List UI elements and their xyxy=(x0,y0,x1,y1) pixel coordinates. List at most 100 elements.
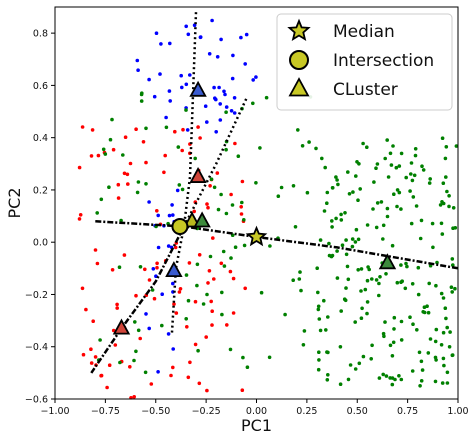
data-point xyxy=(229,256,233,260)
data-point xyxy=(166,332,171,336)
data-point xyxy=(409,172,413,176)
data-point xyxy=(418,384,422,388)
data-point xyxy=(239,35,243,40)
data-point xyxy=(365,300,370,304)
data-point xyxy=(393,377,397,382)
data-point xyxy=(209,177,214,181)
data-point xyxy=(375,201,380,205)
data-point xyxy=(115,306,119,310)
data-point xyxy=(435,260,439,265)
data-point xyxy=(450,353,455,358)
data-point xyxy=(374,166,378,170)
data-point xyxy=(340,243,345,247)
data-point xyxy=(195,262,200,267)
data-point xyxy=(330,219,334,223)
data-point xyxy=(164,115,168,120)
data-point xyxy=(143,267,147,272)
y-axis-label: PC2 xyxy=(5,188,24,219)
data-point xyxy=(378,275,382,279)
data-point xyxy=(316,304,321,309)
data-point xyxy=(101,147,106,152)
data-point xyxy=(77,217,82,221)
data-point xyxy=(239,212,244,216)
data-point xyxy=(232,96,237,100)
data-point xyxy=(367,267,372,272)
data-point xyxy=(388,376,392,380)
data-point xyxy=(138,265,143,269)
data-point xyxy=(439,221,444,226)
data-point xyxy=(440,381,445,385)
y-tick-label: 0.8 xyxy=(33,29,48,40)
data-point xyxy=(339,309,344,313)
data-point xyxy=(416,265,421,270)
data-point xyxy=(301,343,306,347)
data-point xyxy=(160,292,164,297)
data-point xyxy=(315,266,320,271)
data-point xyxy=(351,190,355,194)
data-point xyxy=(242,243,247,248)
data-point xyxy=(201,302,206,306)
data-point xyxy=(404,175,409,180)
data-point xyxy=(184,108,188,112)
projection-line xyxy=(90,225,186,374)
legend: Median Intersection CLuster xyxy=(276,13,453,111)
data-point xyxy=(254,181,258,185)
data-point xyxy=(358,187,363,191)
data-point xyxy=(223,92,227,97)
data-point xyxy=(356,268,361,272)
data-point xyxy=(147,326,151,331)
data-point xyxy=(134,127,138,131)
data-point xyxy=(89,154,94,158)
data-point xyxy=(90,128,95,132)
data-point xyxy=(93,355,98,359)
data-point xyxy=(193,299,198,304)
scatter-points xyxy=(77,18,459,400)
data-point xyxy=(132,395,136,399)
data-point xyxy=(118,360,122,365)
data-point xyxy=(136,68,140,72)
data-point xyxy=(391,340,396,345)
data-point xyxy=(291,278,296,283)
data-point xyxy=(363,287,368,292)
data-point xyxy=(217,85,221,90)
cluster-center-marker xyxy=(189,166,207,183)
data-point xyxy=(218,102,222,106)
data-point xyxy=(105,385,109,390)
y-axis-ticks: −0.6 −0.4 −0.2 0.0 0.2 0.4 0.6 0.8 xyxy=(25,29,55,406)
data-point xyxy=(399,207,403,211)
data-point xyxy=(224,105,229,109)
data-point xyxy=(441,330,446,335)
data-point xyxy=(205,202,209,206)
data-point xyxy=(344,238,348,242)
data-point xyxy=(144,160,148,165)
data-point xyxy=(350,237,355,241)
data-point xyxy=(325,378,330,382)
data-point xyxy=(84,307,88,312)
data-point xyxy=(107,363,112,368)
data-point xyxy=(297,277,302,281)
data-point xyxy=(113,343,118,347)
data-point xyxy=(219,192,223,197)
data-point xyxy=(171,365,175,370)
data-point xyxy=(365,145,369,149)
data-point xyxy=(299,288,303,293)
data-point xyxy=(122,171,127,176)
data-point xyxy=(379,200,384,204)
data-point xyxy=(357,361,362,366)
data-point xyxy=(244,32,249,37)
key-markers xyxy=(112,80,397,335)
data-point xyxy=(440,200,444,204)
data-point xyxy=(136,328,141,333)
data-point xyxy=(361,354,366,359)
data-point xyxy=(163,153,167,158)
data-point xyxy=(186,375,191,380)
data-point xyxy=(397,164,402,168)
data-point xyxy=(347,192,352,196)
data-point xyxy=(371,207,375,211)
data-point xyxy=(451,206,456,210)
data-point xyxy=(421,168,426,172)
data-point xyxy=(305,190,310,195)
data-point xyxy=(291,184,296,188)
data-point xyxy=(413,153,418,158)
data-point xyxy=(171,213,175,217)
